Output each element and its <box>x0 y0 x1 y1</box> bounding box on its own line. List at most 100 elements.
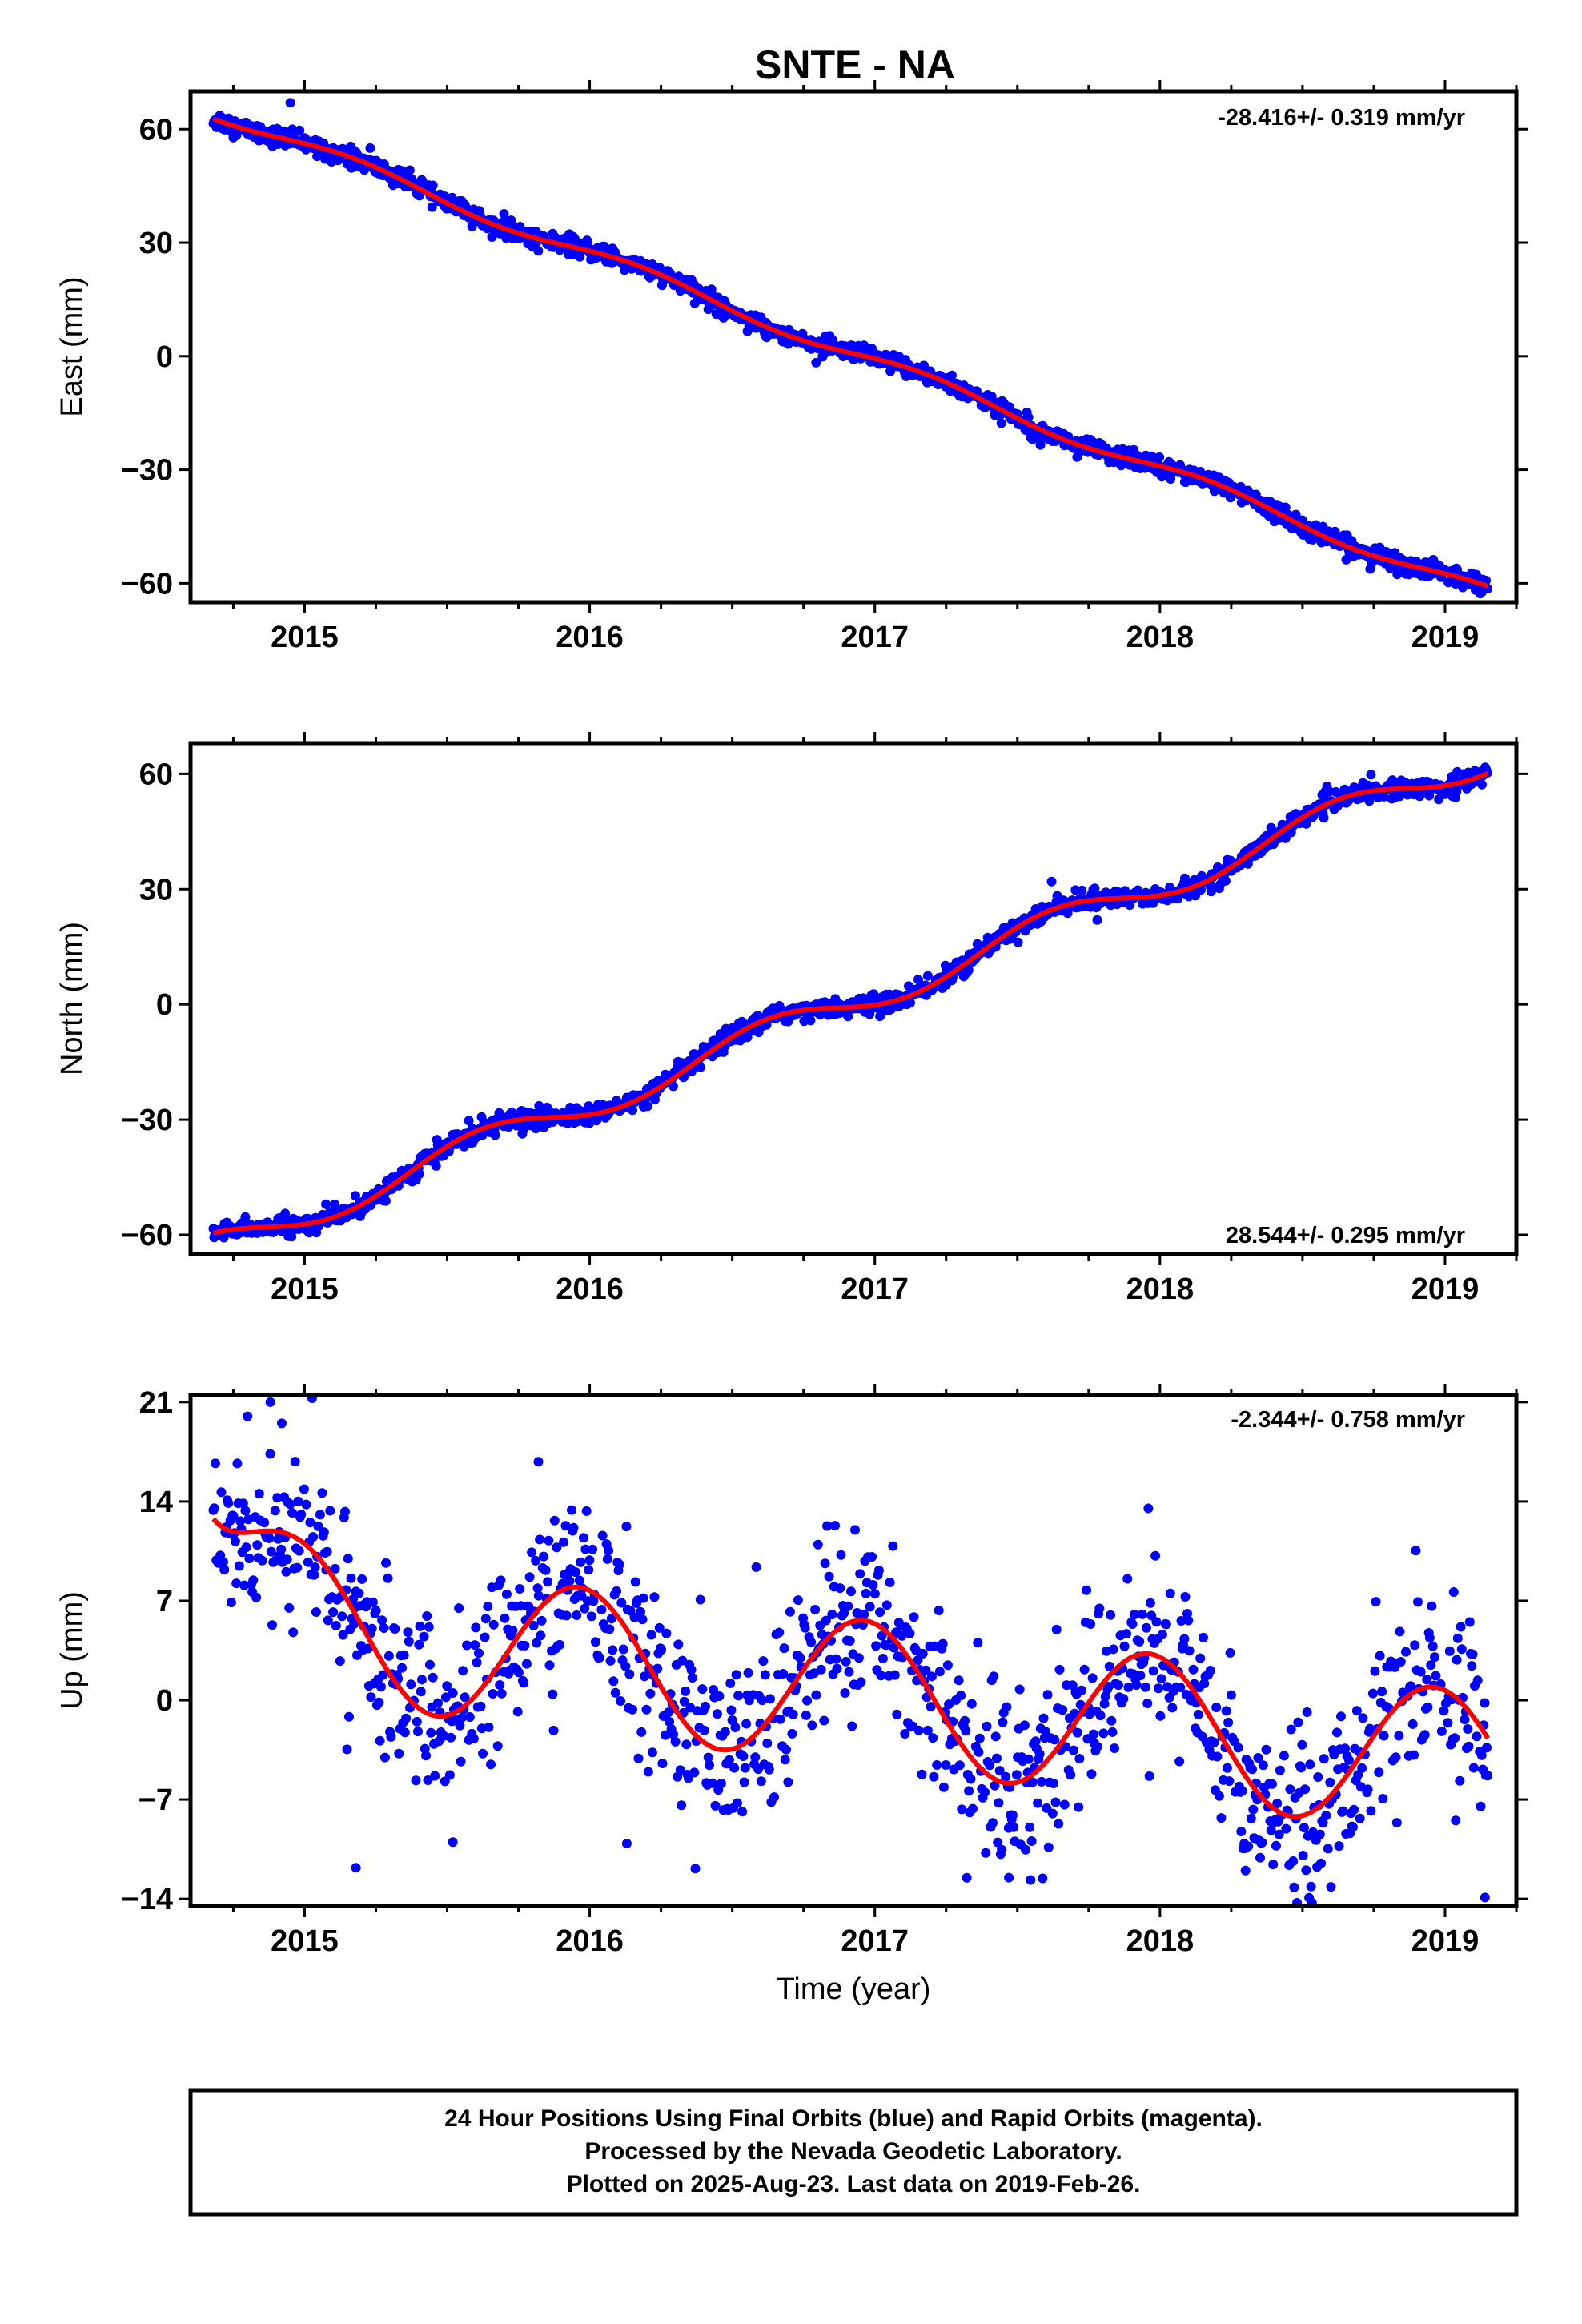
up-data-point <box>292 1562 303 1573</box>
up-data-point <box>343 1554 353 1564</box>
north-data-point <box>628 1105 637 1116</box>
up-data-point <box>243 1411 253 1421</box>
up-data-point <box>404 1636 414 1647</box>
up-data-point <box>621 1839 632 1848</box>
up-data-point <box>533 1590 544 1601</box>
up-data-point <box>257 1555 267 1566</box>
up-data-point <box>850 1525 860 1535</box>
up-data-point <box>876 1671 886 1681</box>
east-x-tick-label: 2017 <box>841 621 909 654</box>
up-data-point <box>602 1554 612 1564</box>
up-data-point <box>248 1575 259 1586</box>
up-data-point <box>954 1760 965 1771</box>
up-data-point <box>730 1723 741 1732</box>
up-data-point <box>330 1563 340 1574</box>
up-data-point <box>1275 1765 1285 1775</box>
up-data-point <box>989 1671 999 1682</box>
up-data-point <box>288 1627 299 1638</box>
up-data-point <box>1086 1769 1097 1779</box>
up-data-point <box>1106 1610 1116 1620</box>
up-data-point <box>1351 1706 1362 1716</box>
east-data-point <box>1291 509 1301 520</box>
up-data-point <box>620 1661 631 1671</box>
east-data-point <box>1023 412 1034 423</box>
north-x-tick-label: 2018 <box>1126 1273 1195 1306</box>
up-data-point <box>1058 1705 1068 1715</box>
up-data-point <box>536 1615 547 1626</box>
north-data-point <box>518 1125 528 1136</box>
up-data-point <box>1122 1574 1133 1584</box>
up-data-point <box>1255 1852 1265 1863</box>
up-data-point <box>720 1727 730 1737</box>
up-data-point <box>1088 1729 1098 1739</box>
up-data-point <box>716 1779 726 1788</box>
up-data-point <box>800 1622 810 1633</box>
note-line-3: Plotted on 2025-Aug-23. Last data on 201… <box>567 2171 1141 2197</box>
north-data-point <box>1379 791 1389 802</box>
up-data-point <box>725 1678 736 1688</box>
up-data-point <box>266 1546 276 1557</box>
up-data-point <box>714 1691 725 1701</box>
up-data-point <box>926 1702 936 1712</box>
up-data-point <box>1030 1736 1041 1747</box>
up-data-point <box>934 1667 945 1677</box>
up-data-point <box>843 1601 853 1611</box>
up-data-point <box>1221 1706 1231 1716</box>
east-y-axis-label: East (mm) <box>55 276 89 416</box>
up-data-point <box>928 1733 938 1743</box>
up-data-point <box>1079 1664 1090 1675</box>
up-data-point <box>846 1586 856 1597</box>
up-data-point <box>564 1576 575 1586</box>
up-data-point <box>816 1664 826 1675</box>
up-data-point <box>981 1848 991 1858</box>
up-data-point <box>905 1628 915 1638</box>
up-data-point <box>1272 1799 1283 1808</box>
up-data-point <box>1355 1813 1365 1823</box>
up-data-point <box>1009 1822 1019 1832</box>
up-data-points <box>208 1393 1493 1908</box>
up-data-point <box>1467 1661 1477 1671</box>
up-data-point <box>296 1510 307 1519</box>
up-data-point <box>1237 1786 1247 1796</box>
up-data-point <box>580 1603 590 1614</box>
up-data-point <box>1037 1776 1046 1787</box>
up-data-point <box>1051 1624 1062 1634</box>
up-data-point <box>381 1558 391 1568</box>
east-x-tick-label: 2019 <box>1411 621 1480 654</box>
up-data-point <box>379 1623 389 1633</box>
up-data-point <box>446 1732 456 1743</box>
up-data-point <box>584 1565 594 1575</box>
up-data-point <box>802 1695 813 1706</box>
up-data-point <box>483 1602 493 1612</box>
up-data-point <box>1463 1724 1473 1734</box>
up-data-point <box>1299 1823 1309 1833</box>
up-data-point <box>548 1689 558 1699</box>
up-data-point <box>964 1786 974 1796</box>
east-plot-frame <box>188 89 1519 605</box>
up-data-point <box>1266 1825 1276 1835</box>
east-y-tick-label: −60 <box>122 567 173 601</box>
up-data-point <box>1134 1636 1145 1647</box>
up-data-point <box>310 1562 320 1572</box>
up-data-point <box>1363 1784 1373 1795</box>
up-data-point <box>524 1572 535 1582</box>
north-y-tick-label: 30 <box>139 873 173 907</box>
up-data-point <box>616 1598 627 1608</box>
up-data-point <box>781 1744 791 1755</box>
up-data-point <box>282 1554 292 1565</box>
up-data-point <box>230 1536 240 1546</box>
up-data-point <box>495 1680 505 1690</box>
up-data-point <box>1378 1794 1388 1803</box>
north-data-point <box>922 971 933 981</box>
up-data-point <box>1243 1841 1254 1852</box>
up-data-point <box>1087 1673 1098 1683</box>
up-data-point <box>238 1498 248 1509</box>
east-data-point <box>365 143 375 153</box>
up-data-point <box>665 1717 675 1727</box>
up-data-point <box>683 1773 693 1783</box>
up-data-point <box>871 1641 881 1651</box>
up-data-point <box>285 1499 295 1510</box>
up-data-point <box>1357 1763 1367 1773</box>
up-data-point <box>1318 1818 1328 1828</box>
up-data-point <box>1027 1777 1038 1787</box>
